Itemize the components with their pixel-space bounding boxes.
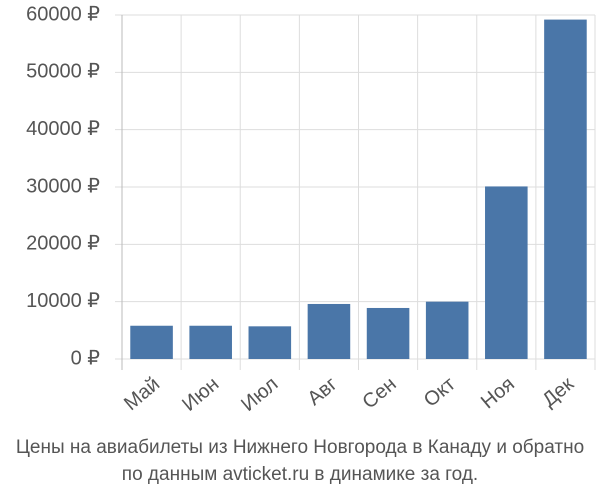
y-tick-label: 10000 ₽	[26, 290, 100, 312]
bar	[425, 301, 469, 359]
x-tick-label: Сен	[358, 373, 400, 413]
caption-line: Цены на авиабилеты из Нижнего Новгорода …	[16, 437, 584, 458]
y-tick-label: 20000 ₽	[26, 233, 100, 255]
x-tick-label: Май	[120, 373, 164, 415]
bar	[130, 325, 173, 359]
caption-line: по данным avticket.ru в динамике за год.	[122, 464, 478, 485]
y-tick-label: 0 ₽	[71, 347, 101, 369]
bar	[189, 325, 232, 359]
y-tick-label: 40000 ₽	[26, 118, 100, 140]
y-tick-label: 50000 ₽	[26, 61, 100, 83]
bar	[544, 19, 587, 359]
x-tick-label: Авг	[303, 373, 341, 410]
x-tick-label: Июн	[178, 373, 223, 416]
bar	[248, 326, 292, 359]
x-tick-label: Ноя	[477, 373, 519, 413]
bar	[485, 186, 528, 359]
x-tick-label: Окт	[420, 373, 460, 412]
x-tick-label: Июл	[237, 373, 282, 416]
bar	[307, 303, 351, 359]
bar	[366, 307, 410, 359]
y-tick-label: 30000 ₽	[26, 175, 100, 197]
x-tick-label: Дек	[538, 373, 578, 411]
y-tick-label: 60000 ₽	[26, 3, 100, 25]
